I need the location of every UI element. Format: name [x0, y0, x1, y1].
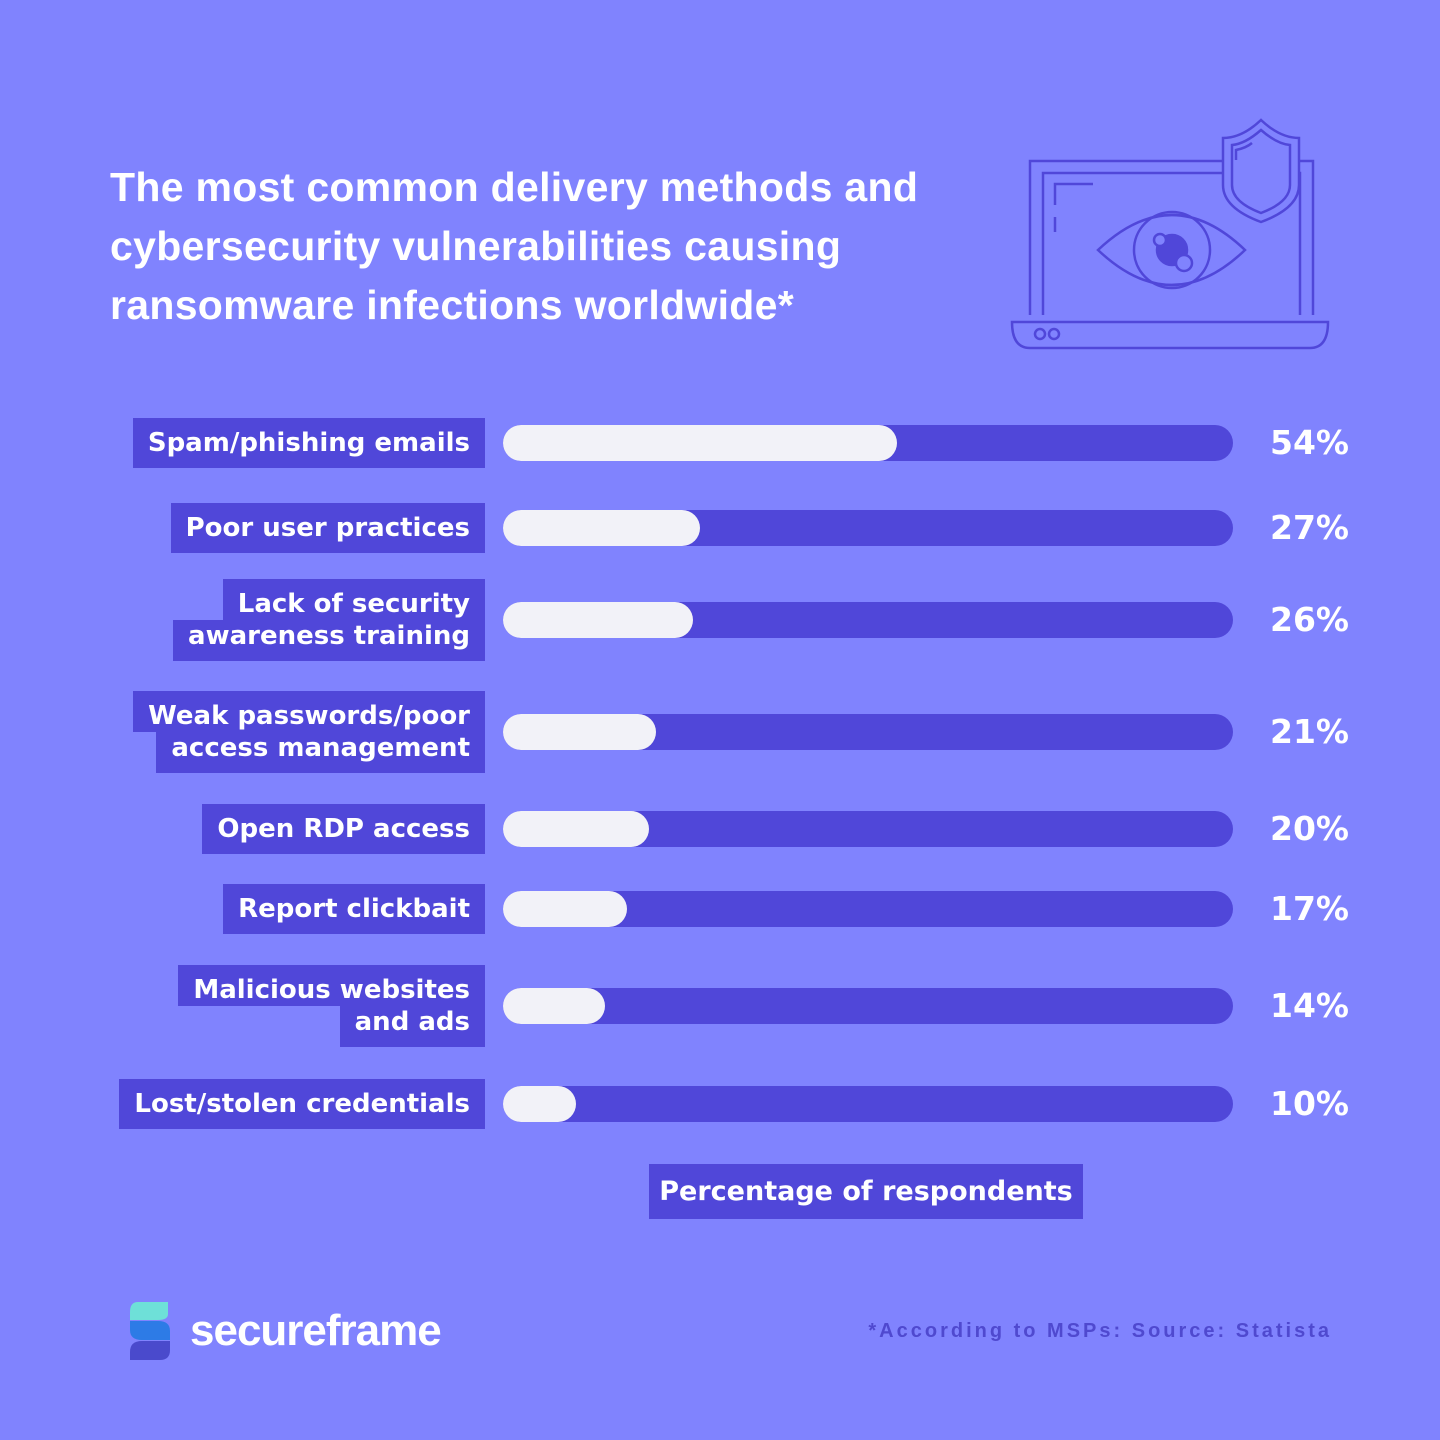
category-label-line: Malicious websites	[178, 965, 485, 1006]
value-label: 26%	[1270, 600, 1349, 639]
bar	[503, 602, 693, 638]
bar-track	[503, 988, 1233, 1024]
category-label: Spam/phishing emails	[132, 418, 485, 468]
category-label-line: Weak passwords/poor	[133, 691, 485, 732]
brand-name: secureframe	[190, 1306, 442, 1355]
bar-track	[503, 891, 1233, 927]
bar	[503, 425, 898, 461]
x-axis-label: Percentage of respondents	[649, 1164, 1083, 1219]
category-label-line: Lost/stolen credentials	[119, 1079, 485, 1129]
category-label-line: Lack of security	[222, 579, 485, 620]
title-line: The most common delivery methods and	[110, 164, 919, 210]
secureframe-logo: secureframe	[128, 1300, 442, 1362]
category-label: Open RDP access	[202, 804, 485, 854]
category-label: Poor user practices	[170, 503, 485, 553]
value-label: 20%	[1270, 809, 1349, 848]
title-line: ransomware infections worldwide*	[110, 282, 794, 328]
value-label: 21%	[1270, 712, 1349, 751]
category-label: Malicious websites and ads	[178, 965, 485, 1047]
chart-title: The most common delivery methods and cyb…	[110, 158, 990, 335]
value-label: 10%	[1270, 1084, 1349, 1123]
laptop-eye-shield-icon	[1010, 118, 1330, 350]
bar	[503, 988, 606, 1024]
bar	[503, 714, 657, 750]
value-label: 54%	[1270, 423, 1349, 462]
category-label: Lost/stolen credentials	[119, 1079, 485, 1129]
bar	[503, 1086, 576, 1122]
title-line: cybersecurity vulnerabilities causing	[110, 223, 842, 269]
category-label-line: access management	[156, 732, 485, 773]
bar-track	[503, 714, 1233, 750]
category-label-line: Poor user practices	[170, 503, 485, 553]
secureframe-logo-icon	[130, 1302, 170, 1360]
bar-track	[503, 425, 1233, 461]
bar-track	[503, 1086, 1233, 1122]
category-label-line: and ads	[339, 1006, 485, 1047]
bar	[503, 811, 649, 847]
category-label-line: Open RDP access	[202, 804, 485, 854]
bar-track	[503, 510, 1233, 546]
category-label-line: Spam/phishing emails	[132, 418, 485, 468]
bar-track	[503, 811, 1233, 847]
value-label: 14%	[1270, 986, 1349, 1025]
category-label: Lack of security awareness training	[173, 579, 485, 661]
bar	[503, 510, 701, 546]
category-label: Report clickbait	[223, 884, 485, 934]
source-note: *According to MSPs: Source: Statista	[868, 1320, 1332, 1342]
category-label-line: Report clickbait	[223, 884, 485, 934]
bar-track	[503, 602, 1233, 638]
category-label: Weak passwords/poor access management	[133, 691, 485, 773]
value-label: 27%	[1270, 508, 1349, 547]
category-label-line: awareness training	[173, 620, 485, 661]
value-label: 17%	[1270, 889, 1349, 928]
bar	[503, 891, 628, 927]
